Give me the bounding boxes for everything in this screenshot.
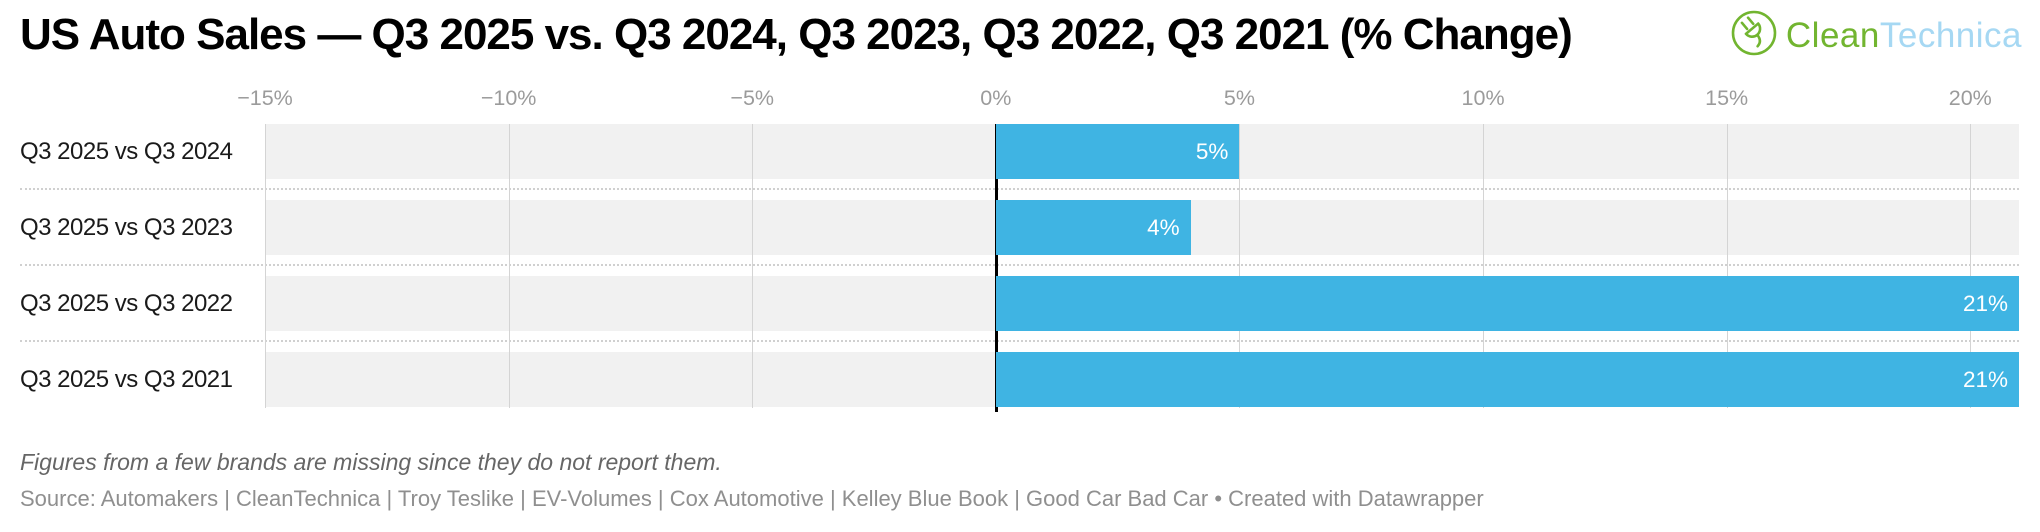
axis-tick-label: 20% <box>1948 86 1992 110</box>
category-label: Q3 2025 vs Q3 2021 <box>20 366 233 393</box>
gridline <box>1726 124 1728 408</box>
gridline <box>1970 124 1972 408</box>
gridline <box>265 124 266 408</box>
bar-value-label: 21% <box>1962 366 2008 392</box>
source-line: Source: Automakers | CleanTechnica | Tro… <box>20 486 1484 511</box>
gridline <box>508 124 510 408</box>
axis-tick-label: 5% <box>1223 86 1255 110</box>
cleantechnica-logo: CleanTechnica <box>1729 8 2022 63</box>
bar-value-label: 5% <box>1195 138 1229 164</box>
axis-tick-label: −5% <box>730 86 775 110</box>
bar: 21% <box>995 276 2019 331</box>
bar: 4% <box>995 200 1191 255</box>
cleantechnica-logo-icon <box>1729 8 1779 63</box>
annotation-note: Figures from a few brands are missing si… <box>20 449 722 475</box>
gridline <box>752 124 754 408</box>
category-label: Q3 2025 vs Q3 2022 <box>20 290 233 317</box>
category-label: Q3 2025 vs Q3 2024 <box>20 138 233 165</box>
chart-plot: 5% 4% 21% 21% <box>265 124 2019 412</box>
axis-tick-label: 15% <box>1705 86 1749 110</box>
logo-text-clean: Clean <box>1785 15 1880 55</box>
category-label: Q3 2025 vs Q3 2023 <box>20 214 233 241</box>
axis-tick-label: −15% <box>237 86 293 110</box>
axis-tick-label: 0% <box>980 86 1012 110</box>
gridline <box>1239 124 1241 408</box>
bar: 21% <box>995 352 2019 407</box>
logo-text-technica: Technica <box>1879 15 2022 55</box>
bar: 5% <box>995 124 1240 179</box>
gridline <box>1483 124 1485 408</box>
page-title: US Auto Sales — Q3 2025 vs. Q3 2024, Q3 … <box>20 10 1573 59</box>
axis-tick-label: 10% <box>1461 86 1505 110</box>
row-separator <box>20 188 2019 190</box>
bar-value-label: 4% <box>1147 214 1180 240</box>
zero-line <box>994 124 998 412</box>
axis-tick-label: −10% <box>480 86 537 110</box>
row-separator <box>20 340 2019 342</box>
bar-value-label: 21% <box>1962 290 2008 316</box>
x-axis: −15% −10% −5% 0% 5% 10% 15% 20% <box>237 86 2019 114</box>
row-separator <box>20 264 2019 266</box>
